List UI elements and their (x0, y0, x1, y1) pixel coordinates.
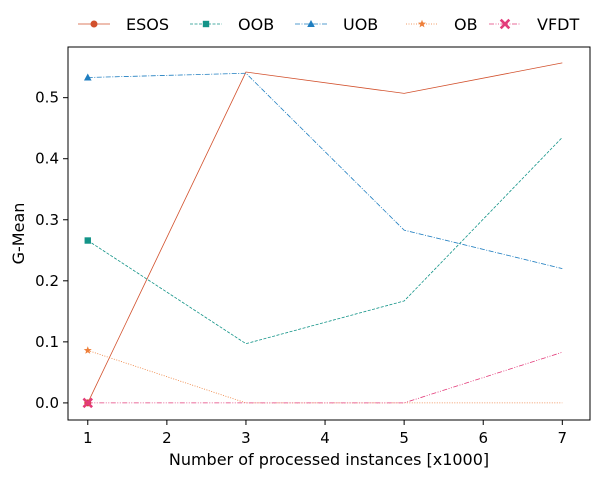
x-tick-label: 3 (241, 429, 251, 447)
y-tick-label: 0.1 (35, 333, 59, 351)
legend-entry-esos: ESOS (78, 15, 169, 34)
x-tick-label: 2 (162, 429, 172, 447)
y-tick-label: 0.4 (35, 150, 59, 168)
legend-entry-uob: UOB (295, 15, 378, 34)
x-axis: 1 2 3 4 5 6 7 (83, 420, 567, 447)
y-tick-label: 0.5 (35, 89, 59, 107)
series-uob (83, 72, 563, 269)
legend-label-oob: OOB (238, 15, 274, 34)
legend-marker-vfdt (499, 18, 511, 30)
data-point-oob (84, 237, 91, 244)
series-oob (84, 137, 563, 345)
series-line-ob (87, 350, 563, 404)
legend-label-uob: UOB (343, 15, 378, 34)
legend-entry-ob: OB (406, 15, 478, 34)
data-point-uob (83, 73, 92, 81)
series-line-oob (87, 137, 563, 345)
x-tick-label: 4 (320, 429, 330, 447)
y-axis-label: G-Mean (9, 203, 28, 265)
x-tick-label: 6 (478, 429, 488, 447)
legend: ESOS OOB UOB OB VFDT (78, 15, 579, 34)
legend-entry-vfdt: VFDT (489, 15, 579, 34)
y-tick-label: 0.0 (35, 394, 59, 412)
x-tick-label: 5 (399, 429, 409, 447)
legend-marker-esos (90, 20, 98, 28)
plot-area (82, 62, 563, 409)
legend-label-esos: ESOS (126, 15, 169, 34)
y-tick-label: 0.2 (35, 272, 59, 290)
series-ob (83, 346, 563, 404)
legend-marker-uob (307, 20, 315, 27)
x-tick-label: 1 (83, 429, 93, 447)
series-line-esos (87, 62, 563, 404)
y-axis: 0.0 0.1 0.2 0.3 0.4 0.5 (35, 89, 68, 412)
series-vfdt (82, 351, 563, 409)
x-tick-label: 7 (558, 429, 568, 447)
x-axis-label: Number of processed instances [x1000] (169, 450, 489, 469)
data-point-ob (83, 346, 92, 354)
legend-marker-oob (202, 20, 210, 28)
series-esos (84, 62, 563, 407)
legend-label-ob: OB (454, 15, 478, 34)
series-line-uob (87, 72, 563, 269)
data-point-vfdt (82, 397, 94, 409)
series-line-vfdt (87, 351, 563, 404)
legend-entry-oob: OOB (190, 15, 274, 34)
legend-marker-ob (418, 19, 426, 28)
y-tick-label: 0.3 (35, 211, 59, 229)
plot-frame (67, 46, 591, 421)
legend-label-vfdt: VFDT (537, 15, 579, 34)
